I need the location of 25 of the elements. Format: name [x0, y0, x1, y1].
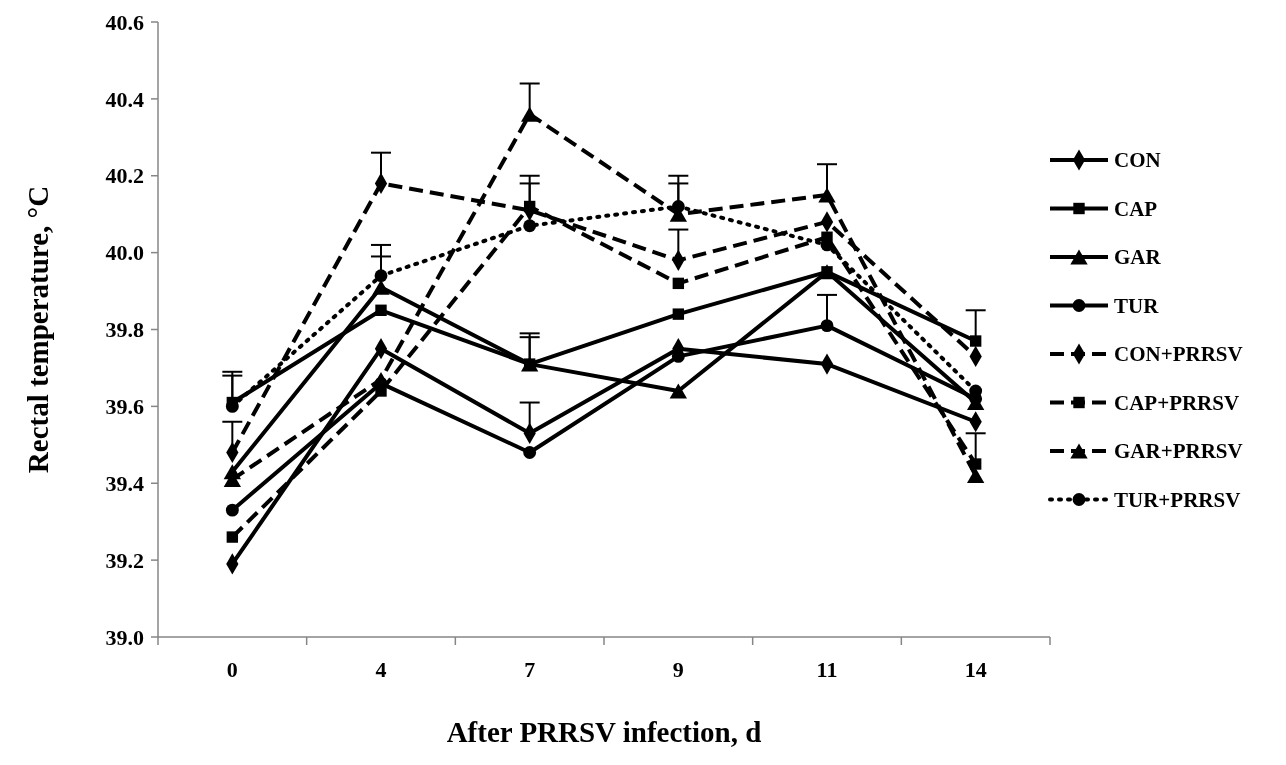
- y-tick-label: 39.2: [105, 547, 144, 573]
- x-axis-title: After PRRSV infection, d: [446, 716, 762, 748]
- x-tick-label: 4: [375, 657, 387, 682]
- y-tick-label: 39.0: [105, 624, 144, 650]
- legend-label: CAP: [1114, 196, 1158, 221]
- legend-label: GAR: [1114, 245, 1162, 270]
- legend-label: CAP+PRRSV: [1114, 390, 1240, 415]
- legend-label: TUR: [1114, 293, 1160, 318]
- x-tick-label: 14: [964, 657, 987, 682]
- y-tick-label: 40.6: [105, 9, 144, 35]
- y-tick-label: 39.6: [105, 394, 144, 420]
- y-tick-label: 40.0: [105, 240, 144, 266]
- y-tick-label: 39.4: [105, 470, 144, 496]
- legend-label: GAR+PRRSV: [1114, 439, 1243, 464]
- x-tick-label: 9: [672, 657, 684, 682]
- y-tick-label: 40.2: [105, 163, 144, 189]
- y-tick-label: 39.8: [105, 317, 144, 343]
- legend-label: TUR+PRRSV: [1114, 487, 1241, 512]
- x-tick-label: 11: [816, 657, 838, 682]
- y-axis-title: Rectal temperature, °C: [22, 185, 54, 474]
- y-tick-label: 40.4: [105, 86, 144, 112]
- legend-label: CON+PRRSV: [1114, 342, 1243, 367]
- legend-label: CON: [1114, 148, 1161, 173]
- x-tick-label: 0: [226, 657, 238, 682]
- x-tick-label: 7: [524, 657, 536, 682]
